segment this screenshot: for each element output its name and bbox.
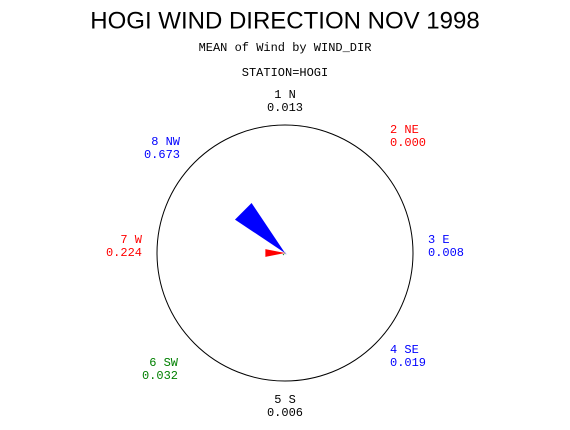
wind-wedge <box>285 253 287 255</box>
value-label: 0.013 <box>267 101 303 115</box>
wind-wedge <box>282 253 285 256</box>
direction-label: 8 NW <box>151 135 181 149</box>
direction-label: 6 SW <box>149 356 179 370</box>
value-label: 0.673 <box>144 148 180 162</box>
direction-label: 4 SE <box>390 343 419 357</box>
direction-label: 5 S <box>274 393 296 407</box>
direction-label: 2 NE <box>390 123 419 137</box>
direction-label: 3 E <box>428 233 450 247</box>
chart-subtitle: MEAN of Wind by WIND_DIR <box>199 41 372 55</box>
value-label: 0.224 <box>106 246 142 260</box>
direction-label: 7 W <box>120 233 142 247</box>
station-label: STATION=HOGI <box>242 66 328 80</box>
chart-title: HOGI WIND DIRECTION NOV 1998 <box>90 7 479 34</box>
value-label: 0.000 <box>390 136 426 150</box>
direction-label: 1 N <box>274 88 296 102</box>
value-label: 0.032 <box>142 369 178 383</box>
rose-circle <box>156 124 414 382</box>
value-label: 0.006 <box>267 406 303 420</box>
wind-wedge <box>234 202 285 253</box>
value-label: 0.019 <box>390 356 426 370</box>
wind-wedge <box>265 249 285 257</box>
value-label: 0.008 <box>428 246 464 260</box>
